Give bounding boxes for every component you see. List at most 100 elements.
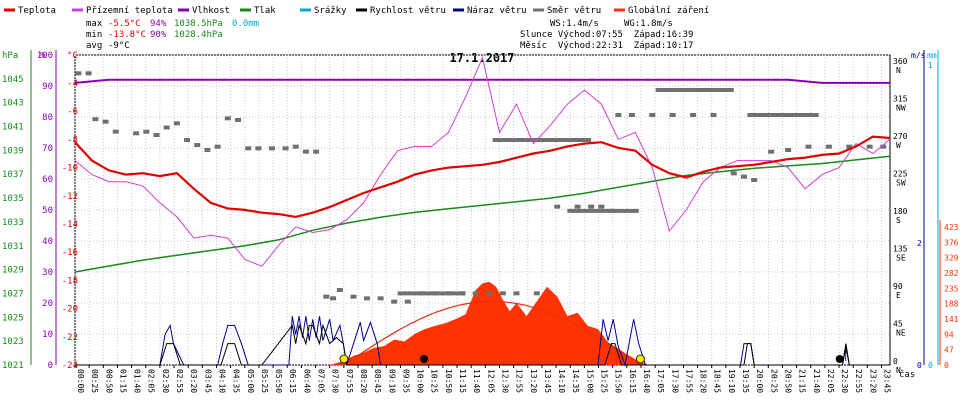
series-smer-point	[866, 144, 873, 149]
x-tick-label-0: 00:00	[76, 369, 85, 393]
series-smer-point	[235, 118, 241, 122]
series-smer-point	[554, 204, 561, 209]
x-tick-label-50: 20:50	[783, 369, 792, 393]
series-smer-point	[513, 291, 520, 296]
series-smer-point	[588, 204, 595, 209]
series-smer-point	[336, 288, 343, 292]
series-smer-point	[391, 299, 398, 304]
legend-label-rychlost: Rychlost větru	[370, 6, 446, 16]
dir-tick-lbl-1: NE	[896, 329, 906, 338]
ms-tick-0: 0	[917, 361, 922, 370]
x-tick-label-49: 20:25	[769, 369, 778, 393]
x-tick-label-30: 12:30	[500, 369, 509, 393]
series-smer-point	[282, 146, 289, 151]
dir-tick-val-4: 180	[893, 207, 908, 216]
series-smer-point	[751, 178, 758, 182]
hpa-tick-10: 1041	[2, 123, 24, 133]
pct-tick-4: 40	[42, 237, 53, 247]
hpa-tick-9: 1039	[2, 146, 24, 156]
legend-label-smer: Směr větru	[547, 6, 601, 16]
stat-rain: 0.0mm	[232, 19, 259, 29]
series-smer-point	[184, 138, 191, 142]
series-smer-point	[173, 121, 180, 126]
pct-tick-1: 10	[42, 330, 53, 340]
series-smer-point	[364, 296, 371, 301]
x-tick-label-32: 13:20	[529, 369, 538, 393]
hpa-unit: hPa	[2, 51, 18, 61]
wm2-tick-0: 0	[944, 361, 949, 370]
series-smer-point	[75, 71, 82, 76]
degc-tick-2: -20	[62, 305, 78, 315]
dir-tick-val-3: 135	[893, 245, 908, 254]
series-zareni-teoreticke	[343, 300, 641, 366]
series-smer-point	[846, 144, 853, 149]
pct-tick-10: 100	[37, 51, 53, 61]
dir-tick-lbl-6: W	[896, 141, 901, 150]
series-pocitova-line	[74, 55, 891, 267]
dir-tick-val-5: 225	[893, 170, 908, 179]
series-smer-point	[204, 148, 211, 152]
series-smer-point	[740, 174, 747, 179]
x-tick-label-9: 03:45	[203, 369, 212, 393]
wm2-tick-7: 329	[944, 254, 959, 263]
stats-panel: max -5.5°C 94% 1038.5hPa 0.0mm min -13.8…	[86, 19, 693, 51]
series-rychlost-line	[75, 323, 890, 366]
series-smer-point	[880, 144, 887, 149]
x-tick-label-31: 12:55	[515, 369, 524, 393]
degc-tick-8: -8	[67, 135, 78, 145]
stat-max-hum: 94%	[150, 19, 167, 29]
wm2-tick-4: 188	[944, 300, 959, 309]
mm-tick-1: 1	[928, 61, 933, 70]
x-tick-label-11: 04:35	[232, 369, 241, 393]
series-teplota-line	[74, 135, 891, 219]
x-tick-label-8: 03:20	[189, 369, 198, 393]
moonset-marker	[420, 355, 429, 363]
dir-tick-lbl-5: SW	[896, 179, 906, 188]
x-tick-label-1: 00:25	[90, 369, 99, 393]
x-tick-label-3: 01:15	[118, 369, 127, 393]
x-tick-label-39: 16:15	[628, 369, 637, 393]
series-smer-point	[825, 144, 832, 149]
series-smer-point	[85, 71, 92, 76]
stat-min-press: 1028.4hPa	[174, 30, 223, 40]
series-smer-point	[768, 149, 775, 154]
stat-avg-temp: -9°C	[108, 41, 130, 51]
x-tick-label-10: 04:10	[217, 369, 226, 393]
x-tick-label-15: 06:15	[288, 369, 297, 393]
x-tick-label-46: 19:10	[727, 369, 736, 393]
series-zareni-area	[329, 281, 649, 365]
series-smer-point	[404, 299, 411, 304]
series-smer-point	[690, 113, 697, 117]
legend-label-tlak: Tlak	[254, 6, 276, 16]
dir-tick-lbl-3: SE	[896, 254, 906, 263]
x-tick-label-17: 07:05	[317, 369, 326, 393]
pct-tick-8: 80	[42, 113, 53, 123]
series-smer-point	[330, 296, 337, 301]
degc-tick-3: -18	[62, 276, 78, 286]
series-smer-point	[292, 144, 299, 149]
series-smer-point	[574, 204, 581, 209]
sunset-marker	[636, 354, 645, 364]
x-tick-label-14: 05:50	[274, 369, 283, 393]
wm2-tick-9: 423	[944, 223, 959, 232]
pct-tick-0: 0	[48, 361, 53, 371]
stat-max-press: 1038.5hPa	[174, 19, 223, 29]
x-tick-label-18: 07:30	[331, 369, 340, 393]
stat-moon: Měsíc Východ:22:31 Západ:10:17	[520, 41, 693, 51]
x-tick-label-25: 10:25	[430, 369, 439, 393]
series-vlhkost-line	[74, 78, 890, 84]
degc-tick-1: -22	[62, 333, 78, 343]
x-tick-label-13: 05:25	[260, 369, 269, 393]
wm2-tick-6: 282	[944, 269, 959, 278]
x-tick-label-19: 07:55	[345, 369, 354, 393]
x-tick-label-6: 02:30	[161, 369, 170, 393]
x-tick-label-16: 06:40	[302, 369, 311, 393]
legend-label-naraz: Náraz větru	[467, 6, 527, 16]
x-tick-label-2: 00:50	[104, 369, 113, 393]
stat-sun: Slunce Východ:07:55 Západ:16:39	[520, 30, 693, 40]
series-smer-point	[302, 149, 309, 154]
stat-wg: WG:1.8m/s	[624, 19, 673, 29]
series-smer-point	[153, 133, 160, 137]
series-smer-point	[628, 113, 635, 117]
